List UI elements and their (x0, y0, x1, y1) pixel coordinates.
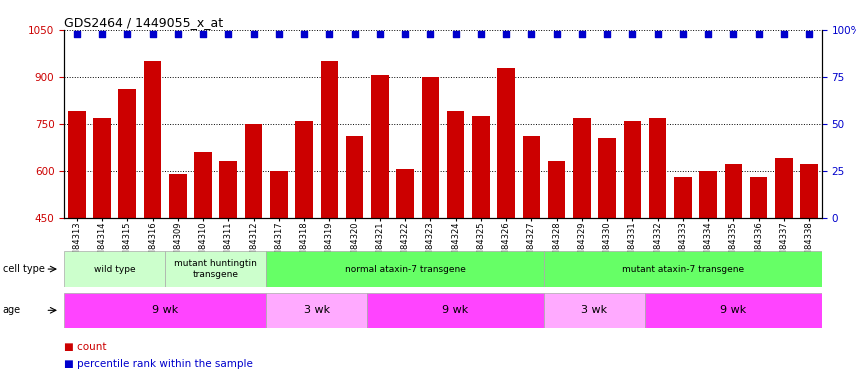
Point (600, 31, 614, 37)
Text: age: age (3, 305, 21, 315)
Point (575, 31, 589, 37)
Text: 3 wk: 3 wk (304, 305, 330, 315)
Bar (724, 164, 742, 218)
Bar (800, 164, 818, 218)
Bar (674, 177, 692, 218)
Bar (371, 75, 389, 217)
Point (70, 31, 84, 37)
Text: 9 wk: 9 wk (152, 305, 178, 315)
Point (777, 31, 791, 37)
Point (247, 31, 260, 37)
Text: mutant huntingtin
transgene: mutant huntingtin transgene (175, 260, 257, 279)
Bar (699, 171, 717, 217)
Point (272, 31, 286, 37)
Point (373, 31, 387, 37)
Text: wild type: wild type (94, 265, 135, 274)
Bar (68, 111, 86, 218)
Bar (367, 292, 544, 328)
Bar (750, 177, 768, 218)
Text: normal ataxin-7 transgene: normal ataxin-7 transgene (345, 265, 466, 274)
Point (348, 31, 361, 37)
Point (146, 31, 159, 37)
Bar (472, 116, 490, 218)
Point (802, 31, 816, 37)
Point (95, 31, 109, 37)
Bar (544, 292, 645, 328)
Bar (194, 152, 212, 217)
Text: ■ percentile rank within the sample: ■ percentile rank within the sample (64, 359, 253, 369)
Point (323, 31, 336, 37)
Bar (118, 89, 136, 218)
Bar (169, 174, 187, 217)
Bar (165, 251, 266, 287)
Point (424, 31, 437, 37)
Bar (447, 111, 465, 218)
Bar (266, 251, 544, 287)
Bar (64, 292, 266, 328)
Bar (573, 117, 591, 218)
Point (398, 31, 412, 37)
Bar (522, 136, 540, 218)
Text: ■ count: ■ count (64, 342, 107, 352)
Text: 9 wk: 9 wk (443, 305, 469, 315)
Text: 9 wk: 9 wk (720, 305, 746, 315)
Bar (548, 161, 566, 218)
Point (626, 31, 639, 37)
Point (525, 31, 538, 37)
Bar (346, 136, 364, 218)
Bar (623, 121, 641, 218)
Point (121, 31, 134, 37)
Point (222, 31, 235, 37)
Bar (598, 138, 616, 218)
Point (727, 31, 740, 37)
Point (550, 31, 563, 37)
Bar (320, 61, 338, 217)
Bar (421, 77, 439, 218)
Point (449, 31, 462, 37)
Bar (775, 158, 793, 218)
Text: cell type: cell type (3, 264, 45, 274)
Bar (93, 117, 111, 218)
Point (701, 31, 715, 37)
Bar (645, 292, 822, 328)
Bar (144, 61, 162, 217)
Bar (544, 251, 822, 287)
Bar (245, 124, 263, 218)
Point (676, 31, 690, 37)
Point (297, 31, 311, 37)
Bar (266, 292, 367, 328)
Bar (295, 121, 313, 218)
Point (196, 31, 210, 37)
Bar (219, 161, 237, 218)
Point (474, 31, 488, 37)
Point (499, 31, 513, 37)
Bar (396, 169, 414, 217)
Bar (270, 171, 288, 217)
Text: 3 wk: 3 wk (581, 305, 608, 315)
Text: mutant ataxin-7 transgene: mutant ataxin-7 transgene (621, 265, 744, 274)
Bar (497, 68, 515, 218)
Point (171, 31, 185, 37)
Bar (649, 117, 667, 218)
Text: GDS2464 / 1449055_x_at: GDS2464 / 1449055_x_at (64, 16, 223, 29)
Point (651, 31, 664, 37)
Bar (64, 251, 165, 287)
Point (752, 31, 765, 37)
